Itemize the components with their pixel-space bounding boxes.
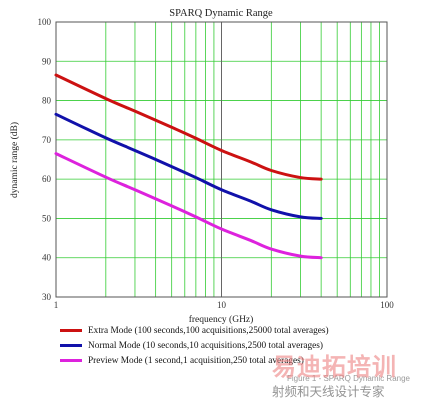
legend-item-preview: Preview Mode (1 second,1 acquisition,250… [60, 353, 329, 368]
x-axis-label: frequency (GHz) [189, 314, 254, 325]
series-line-preview-mode [54, 152, 323, 260]
legend-label-normal: Normal Mode (10 seconds,10 acquisitions,… [88, 340, 323, 351]
legend: Extra Mode (100 seconds,100 acquisitions… [60, 323, 329, 368]
series-line-extra-mode [54, 73, 323, 181]
y-tick-label: 70 [42, 135, 52, 145]
y-tick-label: 60 [42, 174, 52, 184]
legend-swatch-preview [60, 359, 82, 362]
legend-label-preview: Preview Mode (1 second,1 acquisition,250… [88, 355, 304, 366]
y-tick-label: 30 [42, 292, 52, 302]
y-tick-label: 80 [42, 96, 52, 106]
series-line-normal-mode [54, 112, 323, 220]
watermark-subtitle: 射频和天线设计专家 [272, 384, 385, 399]
figure-caption: Figure 1 - SPARQ Dynamic Range [287, 374, 411, 383]
y-tick-label: 100 [38, 17, 52, 27]
y-axis-label: dynamic range (dB) [9, 122, 20, 198]
legend-item-extra: Extra Mode (100 seconds,100 acquisitions… [60, 323, 329, 338]
y-tick-label: 40 [42, 253, 52, 263]
x-tick-label: 1 [54, 300, 59, 310]
watermark-logo-text: 易迪拓培训 [272, 353, 397, 381]
y-tick-label: 90 [42, 56, 52, 66]
x-tick-label: 10 [217, 300, 227, 310]
legend-label-extra: Extra Mode (100 seconds,100 acquisitions… [88, 325, 329, 336]
grid [56, 22, 387, 297]
legend-item-normal: Normal Mode (10 seconds,10 acquisitions,… [60, 338, 329, 353]
legend-swatch-normal [60, 344, 82, 347]
x-tick-label: 100 [380, 300, 394, 310]
chart-title: SPARQ Dynamic Range [169, 8, 273, 19]
plot-frame [55, 21, 388, 298]
legend-swatch-extra [60, 329, 82, 332]
y-tick-label: 50 [42, 213, 52, 223]
series-lines [54, 73, 323, 260]
